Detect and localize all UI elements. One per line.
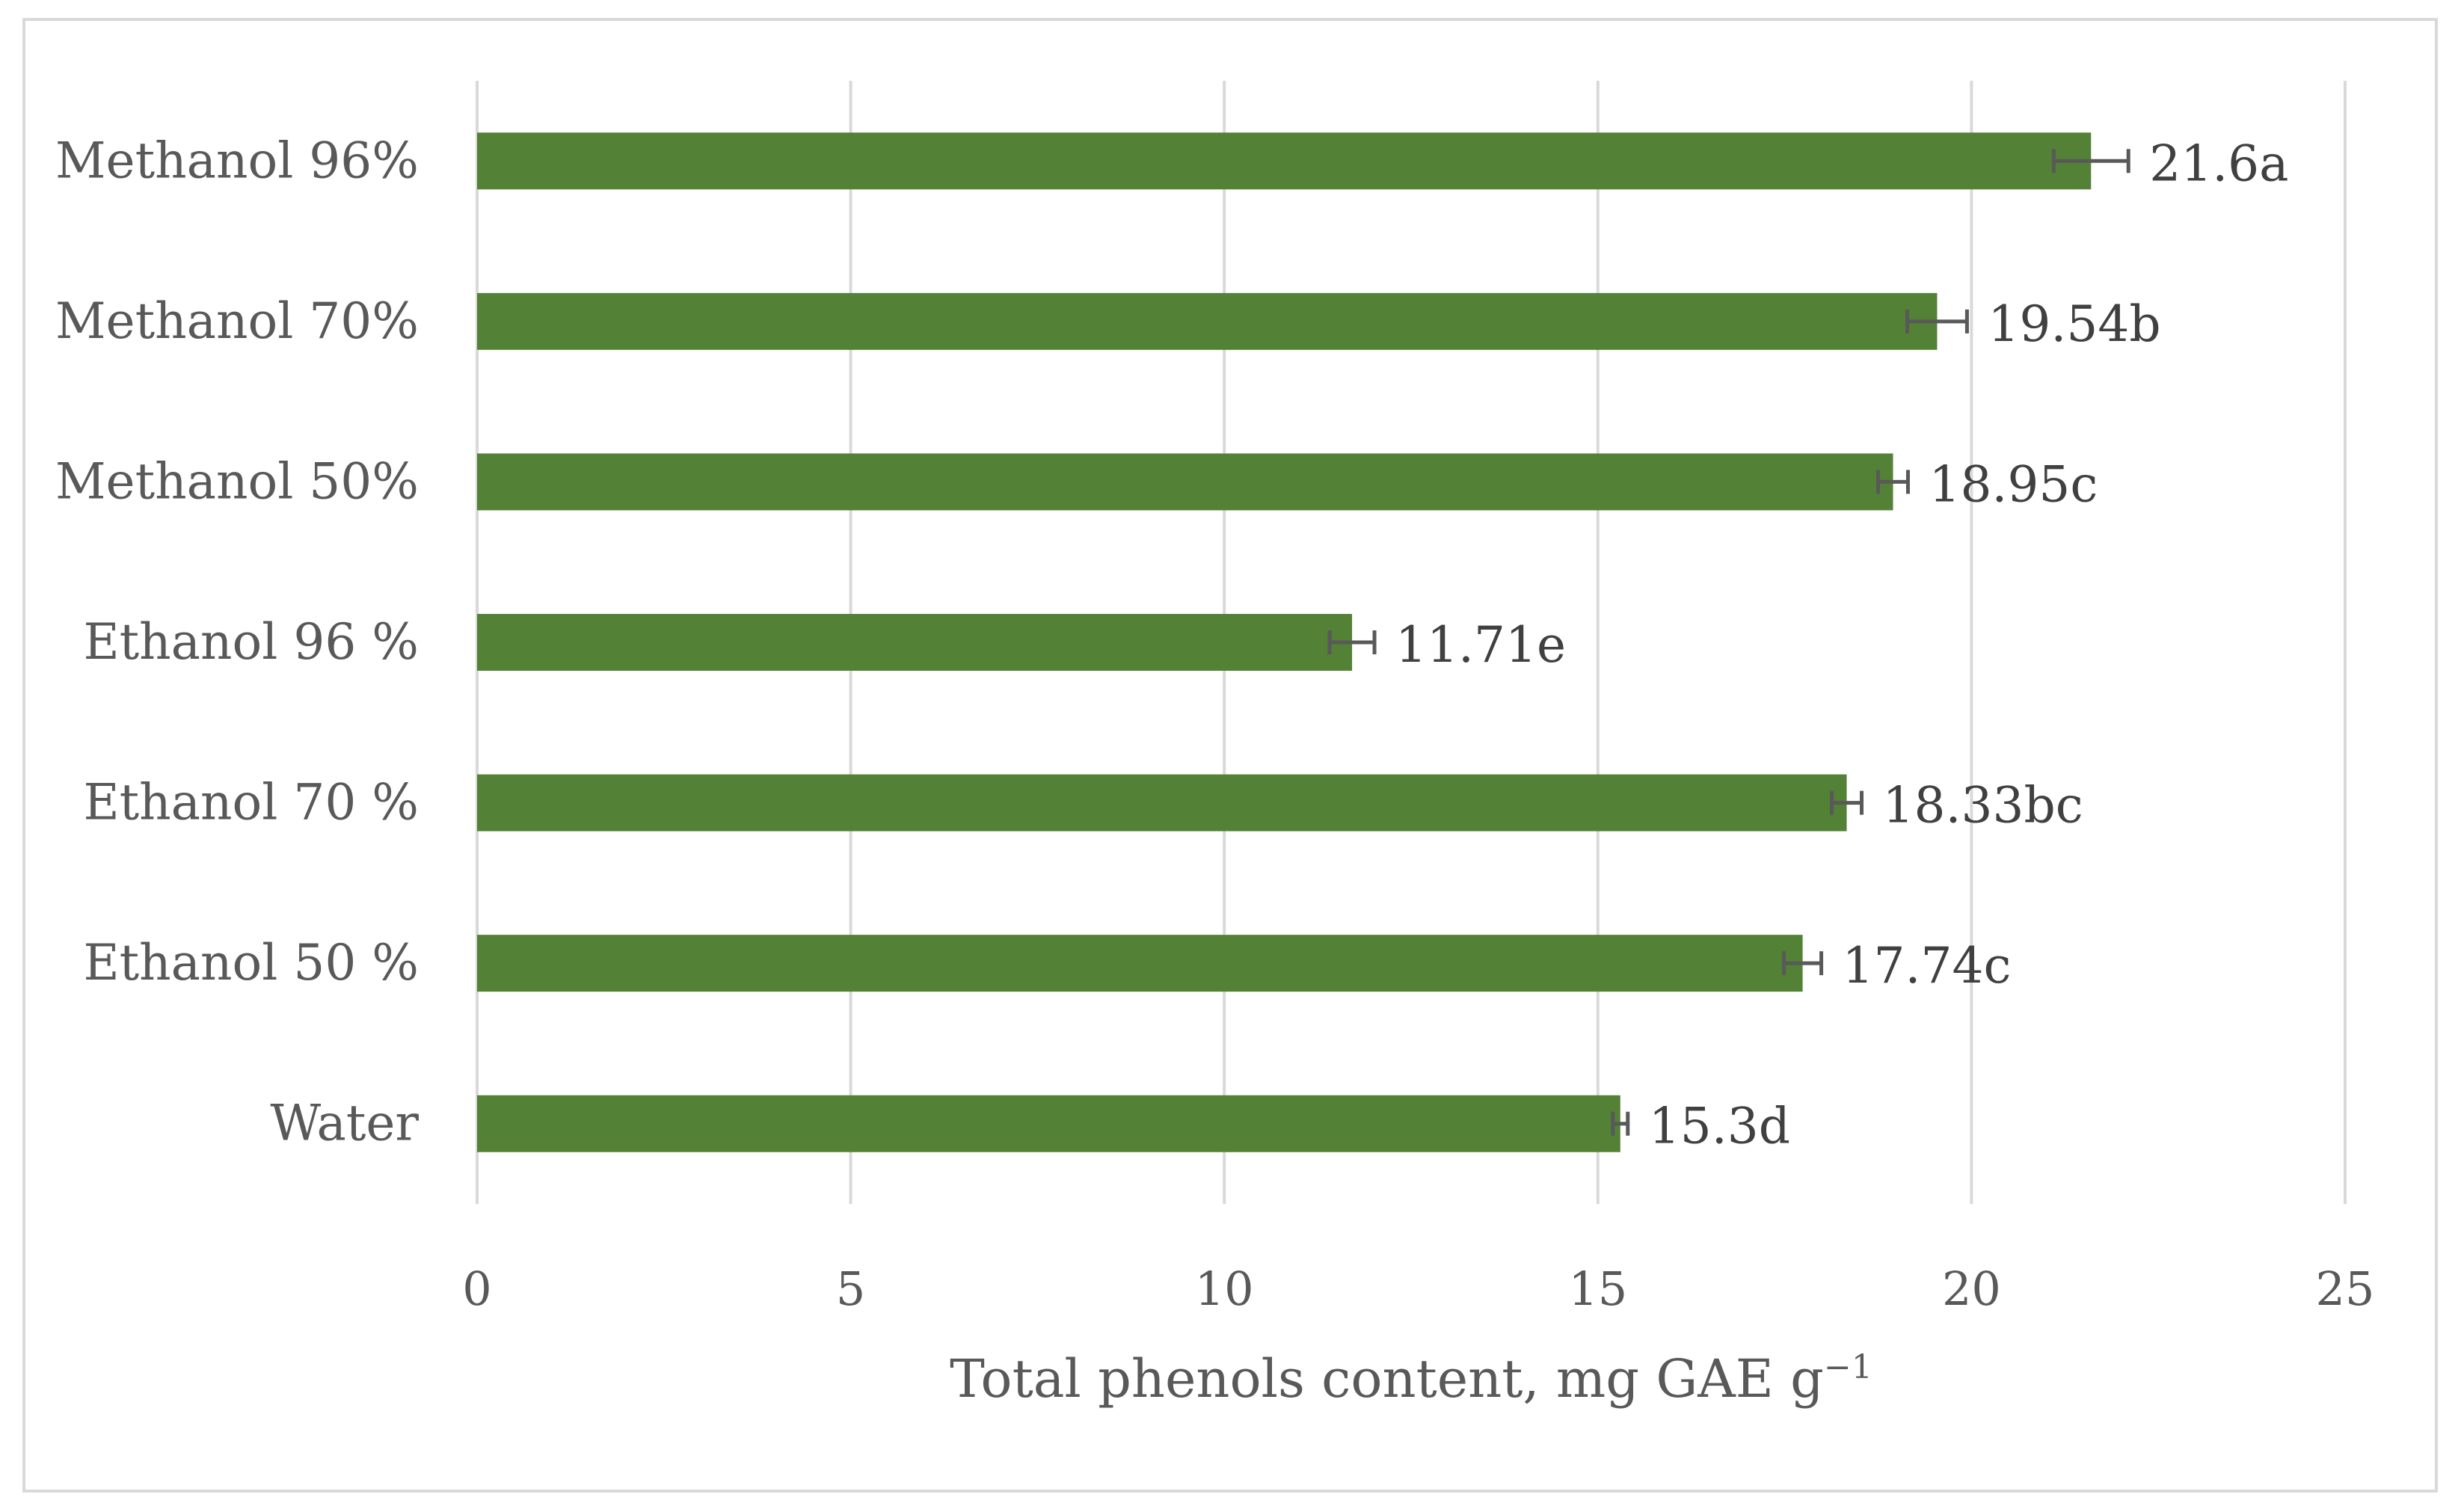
bar-5 [477,935,1803,992]
error-bar-5 [1782,951,1824,976]
bars [477,132,2092,1152]
error-bar-2 [1876,470,1910,494]
data-label-6: 15.3d [1649,1098,1790,1155]
data-label-0: 21.6a [2149,135,2288,192]
x-tick-labels: 0 5 10 15 20 25 [462,1261,2374,1316]
error-bar-6 [1611,1111,1630,1136]
bar-0 [477,132,2092,190]
error-bar-4 [1830,790,1864,815]
x-tick-label-1: 5 [836,1261,865,1316]
bar-1 [477,292,1938,350]
category-label-0: Methanol 96% [55,132,419,189]
category-label-3: Ethanol 96 % [83,613,419,671]
data-label-4: 18.33bc [1883,777,2083,835]
error-bar-1 [1905,309,1969,334]
error-bars [1327,149,2130,1136]
category-label-5: Ethanol 50 % [83,934,419,992]
x-tick-label-4: 20 [1942,1261,2001,1316]
x-tick-label-0: 0 [462,1261,491,1316]
data-label-1: 19.54b [1988,295,2160,353]
x-tick-label-2: 10 [1195,1261,1254,1316]
data-label-3: 11.71e [1395,616,1566,674]
x-axis-title-sup: −1 [1824,1348,1872,1386]
bar-6 [477,1095,1620,1152]
data-labels: 21.6a 19.54b 18.95c 11.71e 18.33bc 17.74c 15.3… [1395,135,2289,1155]
category-label-6: Water [270,1095,419,1152]
chart-frame [22,18,2438,1493]
data-label-5: 17.74c [1843,937,2012,995]
error-bar-0 [2051,149,2130,173]
category-label-2: Methanol 50% [55,452,419,510]
x-tick-label-3: 15 [1568,1261,1627,1316]
x-tick-label-5: 25 [2316,1261,2375,1316]
data-label-2: 18.95c [1929,455,2098,513]
x-axis-title: Total phenols content, mg GAE g−1 [950,1348,1872,1410]
category-label-1: Methanol 70% [55,292,419,350]
category-labels: Methanol 96% Methanol 70% Methanol 50% Etha… [55,132,419,1152]
bar-3 [477,614,1353,671]
category-label-4: Ethanol 70 % [83,774,419,832]
error-bar-3 [1327,630,1377,654]
bar-4 [477,774,1847,832]
bar-2 [477,453,1893,511]
gridlines [476,81,2347,1204]
x-axis-title-text: Total phenols content, mg GAE g [950,1348,1824,1410]
